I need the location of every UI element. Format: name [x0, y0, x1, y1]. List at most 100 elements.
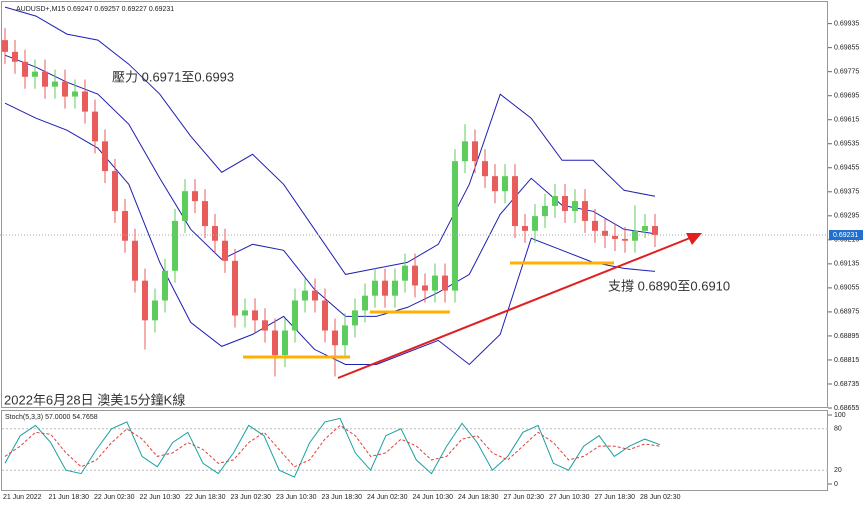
candle-body	[602, 230, 608, 236]
candle-body	[572, 201, 578, 212]
candle-body	[532, 216, 538, 231]
candle-body	[262, 320, 268, 331]
candle-body	[442, 275, 448, 291]
candle-body	[612, 235, 618, 239]
candle-body	[12, 51, 18, 62]
candle-body	[132, 240, 138, 281]
candle-body	[32, 71, 38, 77]
x-tick-label: 24 Jun 02:30	[367, 494, 408, 501]
candle-body	[462, 141, 468, 162]
candle-body	[582, 201, 588, 221]
support-note: 支撐 0.6890至0.6910	[608, 278, 730, 293]
chart-caption: 2022年6月28日 澳美15分鐘K線	[4, 392, 185, 407]
stoch-tick-label: 80	[834, 426, 842, 433]
candle-body	[52, 81, 58, 87]
candle-body	[2, 40, 8, 52]
y-tick-label: 0.68815	[834, 357, 859, 364]
y-tick-label: 0.69855	[834, 44, 859, 51]
candle-body	[552, 195, 558, 206]
bollinger-middle	[4, 54, 656, 317]
candle-body	[292, 300, 298, 331]
stoch-tick-label: 100	[834, 412, 846, 419]
candle-body	[472, 141, 478, 162]
candle-body	[352, 310, 358, 326]
y-tick-label: 0.69615	[834, 117, 859, 124]
candle-body	[172, 220, 178, 271]
candle-body	[152, 300, 158, 321]
candle-body	[232, 260, 238, 316]
y-tick-label: 0.69695	[834, 93, 859, 100]
x-tick-label: 28 Jun 02:30	[640, 494, 681, 501]
candle-body	[102, 141, 108, 172]
y-tick-label: 0.69455	[834, 165, 859, 172]
candle-body	[512, 176, 518, 227]
x-tick-label: 24 Jun 18:30	[458, 494, 499, 501]
candle-body	[502, 176, 508, 192]
current-price-label: 0.69231	[833, 232, 858, 239]
x-tick-label: 21 Jun 2022	[3, 494, 42, 501]
candle-body	[62, 81, 68, 97]
candle-body	[332, 330, 338, 346]
candle-body	[302, 290, 308, 301]
stoch-d	[4, 424, 661, 468]
candle-body	[382, 280, 388, 296]
x-tick-label: 23 Jun 18:30	[322, 494, 363, 501]
x-tick-label: 22 Jun 02:30	[94, 494, 135, 501]
y-tick-label: 0.69375	[834, 189, 859, 196]
bollinger-upper	[4, 6, 656, 275]
candle-body	[452, 161, 458, 291]
candle-body	[542, 205, 548, 217]
y-tick-label: 0.69215	[834, 237, 859, 244]
candle-body	[412, 265, 418, 286]
y-tick-label: 0.69055	[834, 285, 859, 292]
candle-body	[522, 226, 528, 231]
candle-body	[312, 290, 318, 301]
candle-body	[42, 71, 48, 87]
candle-body	[492, 176, 498, 192]
y-tick-label: 0.69535	[834, 141, 859, 148]
candle-body	[92, 111, 98, 142]
x-tick-label: 23 Jun 10:30	[276, 494, 317, 501]
candle-body	[182, 191, 188, 221]
y-tick-label: 0.68735	[834, 381, 859, 388]
y-tick-label: 0.69775	[834, 69, 859, 76]
candle-body	[202, 201, 208, 227]
candle-body	[642, 226, 648, 231]
candle-body	[342, 325, 348, 346]
x-tick-label: 23 Jun 02:30	[231, 494, 272, 501]
current-price-box	[829, 230, 863, 241]
trend-arrow	[337, 237, 691, 379]
candle-body	[82, 91, 88, 112]
candle-body	[392, 280, 398, 296]
candle-body	[402, 265, 408, 281]
candle-body	[162, 270, 168, 301]
x-tick-label: 22 Jun 10:30	[140, 494, 181, 501]
candle-body	[622, 238, 628, 241]
main-frame	[1, 1, 828, 408]
candle-body	[252, 310, 258, 321]
arrow-head	[686, 233, 702, 245]
candle-body	[222, 240, 228, 261]
candle-body	[212, 226, 218, 241]
candle-body	[322, 300, 328, 331]
stoch-tick-label: 0	[834, 481, 838, 488]
candle-body	[432, 275, 438, 291]
candle-body	[482, 161, 488, 177]
x-tick-label: 27 Jun 02:30	[504, 494, 545, 501]
candle-body	[562, 195, 568, 212]
stoch-frame	[1, 410, 828, 491]
candle-body	[652, 226, 658, 236]
candle-body	[72, 91, 78, 97]
candle-body	[362, 295, 368, 311]
stoch-label: Stoch(5,3,3) 57.0000 54.7658	[5, 414, 98, 421]
resistance-note: 壓力 0.6971至0.6993	[112, 69, 234, 84]
candle-body	[422, 285, 428, 291]
stoch-k	[4, 417, 661, 478]
candle-body	[22, 61, 28, 77]
candle-body	[372, 280, 378, 296]
candle-body	[282, 330, 288, 356]
y-tick-label: 0.69135	[834, 261, 859, 268]
y-tick-label: 0.68895	[834, 333, 859, 340]
marks: 0.69935 0.69855 0.69775 0.69695 0.69615 0.695…	[0, 6, 863, 501]
